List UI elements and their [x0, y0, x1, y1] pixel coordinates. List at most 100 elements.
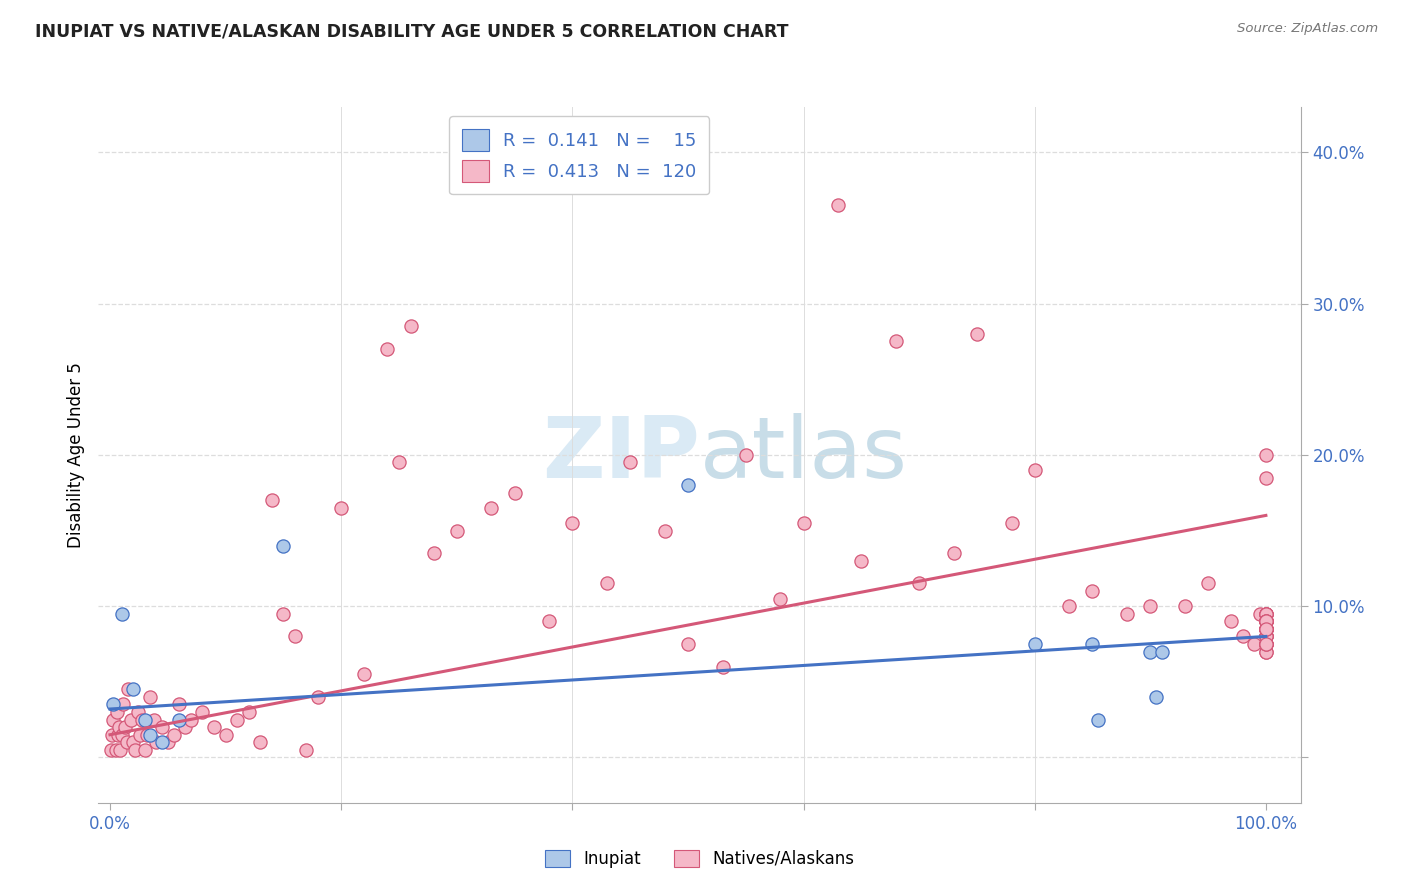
Text: INUPIAT VS NATIVE/ALASKAN DISABILITY AGE UNDER 5 CORRELATION CHART: INUPIAT VS NATIVE/ALASKAN DISABILITY AGE… — [35, 22, 789, 40]
Point — [422, 546, 444, 560]
Point — [503, 485, 526, 500]
Point — [107, 728, 129, 742]
Point — [111, 698, 134, 712]
Point — [150, 735, 173, 749]
Point — [117, 682, 139, 697]
Point — [561, 516, 583, 530]
Point — [1254, 629, 1277, 643]
Point — [1254, 622, 1277, 636]
Point — [284, 629, 307, 643]
Point — [1254, 622, 1277, 636]
Point — [827, 198, 849, 212]
Point — [134, 743, 156, 757]
Point — [1254, 607, 1277, 621]
Point — [174, 720, 197, 734]
Point — [1254, 629, 1277, 643]
Point — [1024, 463, 1046, 477]
Point — [908, 576, 931, 591]
Point — [676, 478, 699, 492]
Point — [1087, 713, 1109, 727]
Text: ZIP: ZIP — [541, 413, 700, 497]
Point — [1254, 615, 1277, 629]
Point — [481, 500, 503, 515]
Point — [388, 455, 411, 469]
Point — [1139, 644, 1161, 658]
Point — [1197, 576, 1219, 591]
Point — [110, 743, 132, 757]
Point — [1254, 629, 1277, 643]
Point — [110, 728, 132, 742]
Point — [1254, 615, 1277, 629]
Point — [134, 713, 156, 727]
Point — [1232, 629, 1254, 643]
Point — [226, 713, 249, 727]
Point — [942, 546, 965, 560]
Point — [122, 735, 145, 749]
Point — [538, 615, 561, 629]
Point — [1254, 615, 1277, 629]
Point — [162, 728, 184, 742]
Point — [129, 728, 152, 742]
Point — [654, 524, 676, 538]
Point — [307, 690, 329, 704]
Point — [114, 720, 136, 734]
Y-axis label: Disability Age Under 5: Disability Age Under 5 — [66, 362, 84, 548]
Point — [127, 705, 149, 719]
Point — [1254, 637, 1277, 651]
Point — [734, 448, 756, 462]
Point — [1254, 622, 1277, 636]
Point — [1254, 622, 1277, 636]
Point — [1139, 599, 1161, 614]
Point — [792, 516, 814, 530]
Point — [399, 319, 422, 334]
Point — [676, 637, 699, 651]
Point — [1254, 637, 1277, 651]
Point — [1254, 637, 1277, 651]
Point — [1254, 622, 1277, 636]
Point — [1254, 470, 1277, 484]
Point — [966, 326, 988, 341]
Point — [1000, 516, 1022, 530]
Point — [1254, 629, 1277, 643]
Point — [202, 720, 225, 734]
Text: Source: ZipAtlas.com: Source: ZipAtlas.com — [1237, 22, 1378, 36]
Point — [353, 667, 375, 681]
Point — [1254, 615, 1277, 629]
Point — [295, 743, 318, 757]
Point — [136, 728, 159, 742]
Point — [711, 659, 734, 673]
Point — [1220, 615, 1243, 629]
Point — [1254, 622, 1277, 636]
Point — [1081, 637, 1104, 651]
Point — [769, 591, 792, 606]
Point — [1254, 607, 1277, 621]
Text: atlas: atlas — [700, 413, 907, 497]
Point — [139, 728, 162, 742]
Point — [100, 743, 122, 757]
Point — [1254, 615, 1277, 629]
Point — [1254, 622, 1277, 636]
Point — [1254, 615, 1277, 629]
Point — [180, 713, 202, 727]
Point — [1116, 607, 1139, 621]
Point — [1254, 622, 1277, 636]
Point — [122, 682, 145, 697]
Point — [619, 455, 641, 469]
Point — [1254, 622, 1277, 636]
Point — [249, 735, 271, 749]
Point — [596, 576, 619, 591]
Point — [1254, 622, 1277, 636]
Point — [1024, 637, 1046, 651]
Point — [1254, 615, 1277, 629]
Point — [191, 705, 214, 719]
Point — [446, 524, 468, 538]
Point — [1254, 607, 1277, 621]
Point — [273, 539, 295, 553]
Point — [1174, 599, 1197, 614]
Point — [1081, 584, 1104, 599]
Point — [1254, 607, 1277, 621]
Point — [273, 607, 295, 621]
Point — [142, 713, 165, 727]
Point — [103, 713, 125, 727]
Point — [1254, 637, 1277, 651]
